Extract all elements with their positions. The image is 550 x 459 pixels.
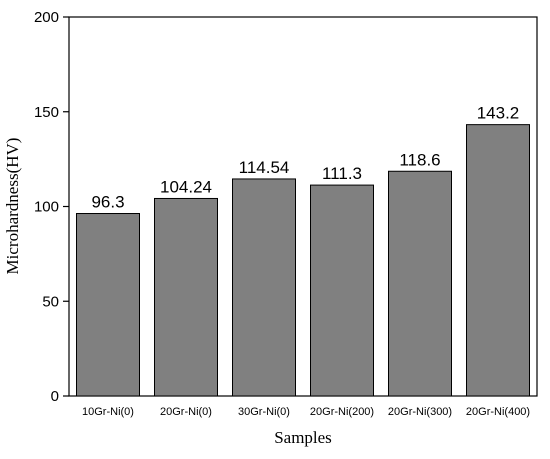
x-axis-title: Samples <box>274 428 332 447</box>
bar <box>466 124 530 397</box>
y-axis-ticks: 0 50 100 150 200 <box>34 9 69 405</box>
data-label: 118.6 <box>399 150 440 169</box>
y-tick-label: 100 <box>34 199 59 216</box>
data-label: 96.3 <box>91 193 124 212</box>
bar <box>310 184 374 397</box>
bar <box>232 178 296 397</box>
data-label: 114.54 <box>239 158 290 177</box>
x-tick-label: 20Gr-Ni(400) <box>466 406 530 418</box>
x-tick-label: 20Gr-Ni(300) <box>388 406 452 418</box>
y-tick-label: 150 <box>34 104 59 121</box>
data-label: 104.24 <box>160 177 212 196</box>
x-tick-label: 20Gr-Ni(0) <box>160 406 212 418</box>
x-tick-label: 10Gr-Ni(0) <box>82 406 134 418</box>
y-axis-title: Microhardness(HV) <box>3 138 22 275</box>
bar <box>76 213 140 397</box>
bar <box>388 170 452 397</box>
x-axis-ticks: 10Gr-Ni(0) 20Gr-Ni(0) 30Gr-Ni(0) 20Gr-Ni(20… <box>82 406 530 418</box>
bars: 96.3 104.24 114.54 111.3 118.6 143.2 <box>76 104 530 397</box>
y-tick-label: 50 <box>42 293 59 310</box>
x-tick-label: 30Gr-Ni(0) <box>238 406 290 418</box>
data-label: 111.3 <box>322 164 362 183</box>
data-label: 143.2 <box>477 104 520 123</box>
y-tick-label: 200 <box>34 9 59 26</box>
bar <box>154 197 218 397</box>
x-tick-label: 20Gr-Ni(200) <box>310 406 374 418</box>
y-tick-label: 0 <box>51 388 59 405</box>
